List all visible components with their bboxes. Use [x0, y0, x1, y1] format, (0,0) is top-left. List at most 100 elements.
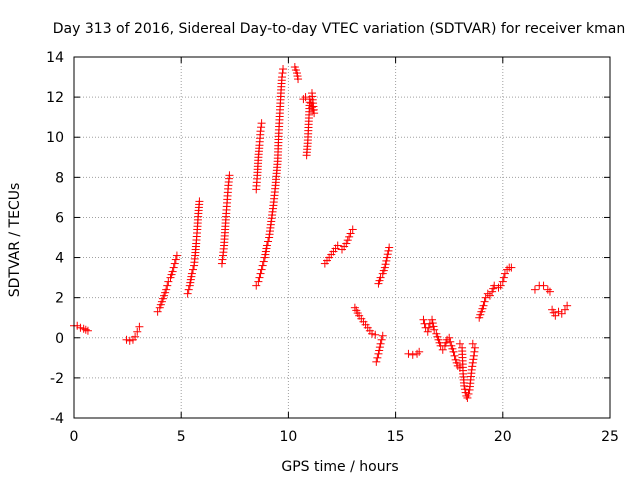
data-point-fill [219, 244, 228, 253]
data-point [79, 324, 88, 333]
data-point [374, 349, 383, 358]
data-point [164, 277, 173, 286]
data-point [83, 326, 92, 335]
data-point [498, 277, 507, 286]
data-point-fill [255, 273, 264, 282]
data-point [73, 321, 82, 330]
data-point-fill [322, 256, 331, 265]
data-point-fill [467, 369, 476, 378]
data-point-fill [163, 281, 172, 290]
data-point-fill [480, 297, 489, 306]
data-point-fill [375, 343, 384, 352]
y-tick-label: 2 [55, 291, 64, 307]
data-point-fill [275, 112, 284, 121]
data-point-fill [266, 220, 275, 229]
data-point-fill [424, 323, 433, 332]
data-point-fill [195, 200, 204, 209]
data-point-fill [257, 123, 266, 132]
data-point [188, 265, 197, 274]
data-point-fill [441, 338, 450, 347]
x-tick-label: 10 [279, 429, 297, 445]
grid-lines [74, 57, 610, 418]
data-point [545, 287, 554, 296]
data-point [554, 307, 563, 316]
data-point [470, 343, 479, 352]
data-point-fill [429, 322, 438, 331]
data-point-fill [549, 308, 558, 317]
data-point-fill [384, 246, 393, 255]
data-point [415, 347, 424, 356]
data-point [500, 269, 509, 278]
data-point-fill [331, 244, 340, 253]
data-point-fill [365, 326, 374, 335]
data-point-fill [464, 389, 473, 398]
data-point [346, 229, 355, 238]
y-tick-label: -2 [50, 371, 64, 387]
data-point [463, 393, 472, 402]
data-point [503, 265, 512, 274]
data-point-fill [381, 260, 390, 269]
x-tick-label: 20 [494, 429, 512, 445]
data-point-fill [218, 255, 227, 264]
data-point-fill [224, 184, 233, 193]
data-point [256, 269, 265, 278]
data-point-fill [361, 320, 370, 329]
data-point-fill [499, 273, 508, 282]
data-point-fill [167, 270, 176, 279]
data-point-fill [450, 351, 459, 360]
data-point-fill [271, 184, 280, 193]
data-point [428, 315, 437, 324]
data-point [423, 327, 432, 336]
data-point [172, 251, 181, 260]
data-point [408, 350, 417, 359]
data-point [257, 119, 266, 128]
data-point-fill [225, 174, 234, 183]
data-point [170, 259, 179, 268]
data-point-fill [357, 314, 366, 323]
data-point [252, 281, 261, 290]
data-point [153, 307, 162, 316]
data-point-fill [187, 272, 196, 281]
data-point-fill [262, 244, 271, 253]
data-point [135, 322, 144, 331]
data-point-fill [223, 198, 232, 207]
data-point-fill [373, 353, 382, 362]
data-point-fill [470, 347, 479, 356]
data-point-fill [308, 92, 317, 101]
data-point [438, 345, 447, 354]
data-point [385, 243, 394, 252]
data-point-fill [340, 242, 349, 251]
data-point-fill [169, 263, 178, 272]
data-point-fill [268, 204, 277, 213]
data-point [217, 259, 226, 268]
data-point [543, 285, 552, 294]
x-tick-label: 5 [177, 429, 186, 445]
data-point [125, 336, 134, 345]
data-point-fill [191, 242, 200, 251]
data-point-fill [156, 300, 165, 309]
y-tick-label: 8 [55, 170, 64, 186]
data-point-fill [184, 285, 193, 294]
data-point-fill [291, 66, 300, 75]
data-point [462, 391, 471, 400]
data-point [557, 309, 566, 318]
data-point-fill [158, 294, 167, 303]
chart-title: Day 313 of 2016, Sidereal Day-to-day VTE… [53, 21, 625, 37]
data-point [348, 225, 357, 234]
data-point-fill [277, 76, 286, 85]
data-point-fill [428, 319, 437, 328]
data-point [430, 325, 439, 334]
data-point-fill [460, 385, 469, 394]
data-point-fill [382, 256, 391, 265]
data-point [494, 283, 503, 292]
data-point [560, 305, 569, 314]
data-point-fill [222, 212, 231, 221]
data-point [376, 339, 385, 348]
x-axis-label: GPS time / hours [281, 459, 398, 475]
data-point [131, 332, 140, 341]
data-point-fill [353, 309, 362, 318]
data-point [419, 315, 428, 324]
data-point-fill [257, 265, 266, 274]
